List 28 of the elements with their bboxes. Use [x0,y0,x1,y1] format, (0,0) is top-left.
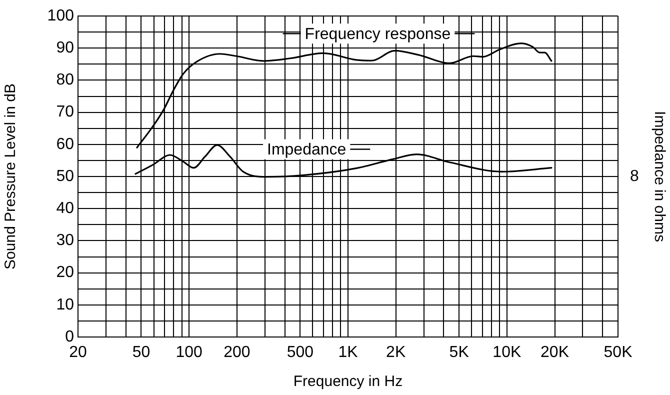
x-tick-label: 10K [492,344,522,362]
x-tick-label: 200 [224,344,250,362]
text: 8 [630,168,639,185]
y-tick-label: 70 [56,104,74,121]
x-tick-label: 100 [176,344,203,362]
y-tick-label: 90 [56,40,74,57]
y-axis-title: Sound Pressure Level in dB [2,84,20,270]
legend-label: Frequency response [304,26,451,44]
legend-label: Impedance [267,142,346,159]
y-tick-label: 40 [56,200,74,218]
x-tick-label: 20K [540,344,570,362]
x-tick-label: 20 [69,344,87,362]
x-tick-label: 5K [449,344,470,362]
y-tick-label: 100 [47,7,74,24]
y-tick-label: 20 [56,264,74,282]
y-tick-label: 60 [56,136,74,153]
x-tick-label: 1K [338,344,358,362]
y2-axis-title: Impedance in ohms [650,111,668,242]
x-tick-label: 500 [286,344,314,362]
x-tick-label: 50 [132,344,150,362]
x-tick-label: 2K [386,344,406,362]
y-tick-label: 80 [56,72,74,89]
y-tick-label: 10 [56,296,74,314]
y-tick-label: 30 [56,232,74,250]
y-tick-label: 0 [65,328,74,346]
x-tick-label: 50K [604,344,633,362]
x-axis-title: Frequency in Hz [293,373,403,390]
y-tick-label: 50 [56,168,74,185]
